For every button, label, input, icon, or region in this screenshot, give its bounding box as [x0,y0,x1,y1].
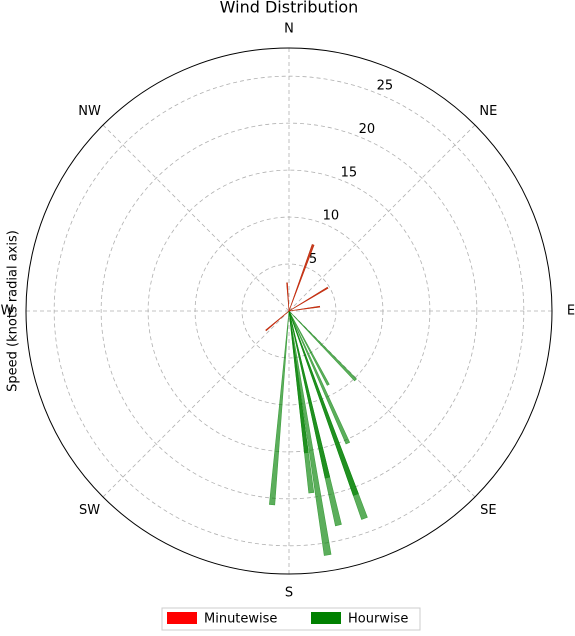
bar [286,282,290,312]
legend-label: Hourwise [348,612,408,627]
angle-tick-label: E [567,304,575,319]
bar [288,310,357,382]
r-tick-label: 15 [341,165,358,180]
grid-line [288,124,476,312]
bar [265,310,290,332]
bar [288,310,351,445]
bar [288,310,309,454]
legend-swatch [311,612,341,624]
legend-swatch [167,612,197,624]
chart-title: Wind Distribution [220,0,359,17]
angle-tick-label: NW [78,104,101,119]
bar [288,286,329,312]
y-axis-label: Speed (knots radial axis) [6,230,21,392]
r-tick-label: 10 [323,209,340,224]
bar [288,244,315,312]
grid-circle [241,263,337,359]
legend: Minutewise Hourwise [161,607,421,631]
angle-tick-label: NE [479,104,497,119]
grid-circle [100,122,478,500]
r-tick-label: 20 [359,122,376,137]
angle-tick-label: SW [79,503,100,518]
r-tick-label: 5 [309,252,317,267]
angle-tick-label: SE [480,503,496,518]
legend-label: Minutewise [204,612,277,627]
bar [288,310,331,479]
bar [288,310,359,496]
bar [288,305,321,312]
angle-tick-label: S [285,586,293,601]
legend-frame [161,607,421,631]
grid-line [102,124,290,312]
grid-line [102,310,290,498]
bar [288,310,332,556]
bar [269,310,290,506]
angle-tick-label: W [1,304,14,319]
angle-tick-label: N [284,22,294,37]
polar-frame [25,47,553,575]
r-tick-label: 25 [377,79,394,94]
bar [288,310,330,386]
